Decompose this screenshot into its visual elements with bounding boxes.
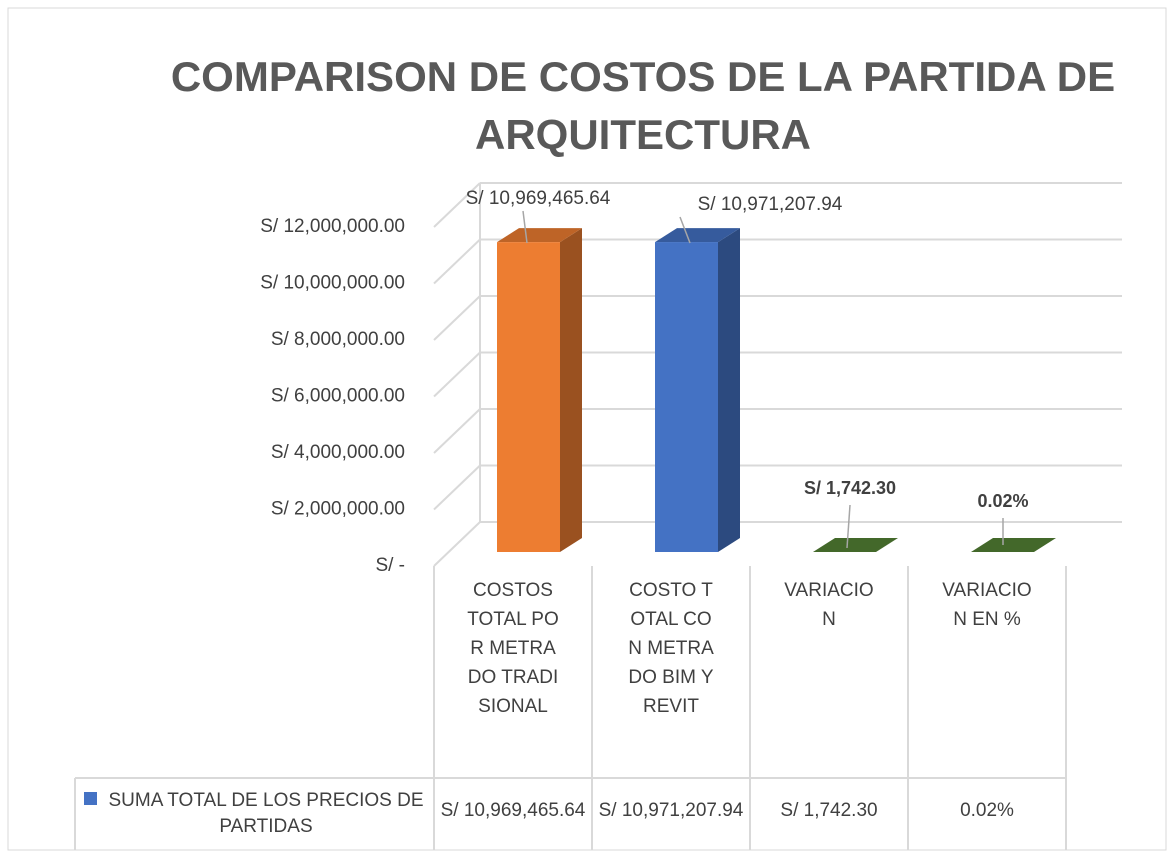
grid-line-side <box>433 464 481 511</box>
x-tick-label: VARIACION <box>784 580 874 630</box>
bar-top <box>813 537 898 552</box>
x-tick-label: VARIACION EN % <box>942 580 1032 630</box>
grid-line-side <box>433 408 481 454</box>
grid-line-side <box>433 238 481 285</box>
x-tick-label: COSTO TOTAL CON METRADO BIM Y REVIT <box>628 580 714 717</box>
x-tick-label: COSTOS TOTAL POR METRADO TRADISIONAL <box>467 580 559 717</box>
grid-line-side <box>433 182 481 228</box>
y-tick-label: S/ 4,000,000.00 <box>271 442 405 463</box>
bar <box>497 242 560 552</box>
grid-line-side <box>433 351 481 398</box>
legend-key <box>84 792 97 805</box>
bar-top <box>655 228 740 243</box>
chart-title: COMPARISON DE COSTOS DE LA PARTIDA DE AR… <box>170 53 1116 158</box>
table-cell: S/ 10,969,465.64 <box>440 800 586 821</box>
bar-side <box>718 228 740 553</box>
y-tick-label: S/ - <box>375 555 405 576</box>
grid-line-side <box>433 521 481 567</box>
bar-side <box>876 537 898 552</box>
table-cell: S/ 1,742.30 <box>780 800 878 821</box>
chart-border <box>7 7 1167 851</box>
leader-line <box>846 504 851 549</box>
table-cell: S/ 10,971,207.94 <box>598 800 744 821</box>
y-tick-label: S/ 2,000,000.00 <box>271 499 405 520</box>
leader-line <box>679 216 691 244</box>
y-tick-label: S/ 10,000,000.00 <box>260 273 405 294</box>
bar-top <box>497 228 582 243</box>
grid-line-side <box>433 295 481 341</box>
bar <box>655 242 718 553</box>
y-tick-label: S/ 6,000,000.00 <box>271 386 405 407</box>
data-label: S/ 10,971,207.94 <box>698 194 843 215</box>
bar-top <box>971 538 1056 552</box>
y-tick-label: S/ 8,000,000.00 <box>271 329 405 350</box>
y-tick-label: S/ 12,000,000.00 <box>260 216 405 237</box>
data-label: S/ 1,742.30 <box>804 478 896 498</box>
data-label: S/ 10,969,465.64 <box>466 188 611 209</box>
bar-side <box>560 228 582 552</box>
legend-label: SUMA TOTAL DE LOS PRECIOS DE PARTIDAS <box>108 790 424 837</box>
data-label: 0.02% <box>977 491 1028 511</box>
table-cell: 0.02% <box>960 800 1014 821</box>
leader-line <box>522 210 528 244</box>
